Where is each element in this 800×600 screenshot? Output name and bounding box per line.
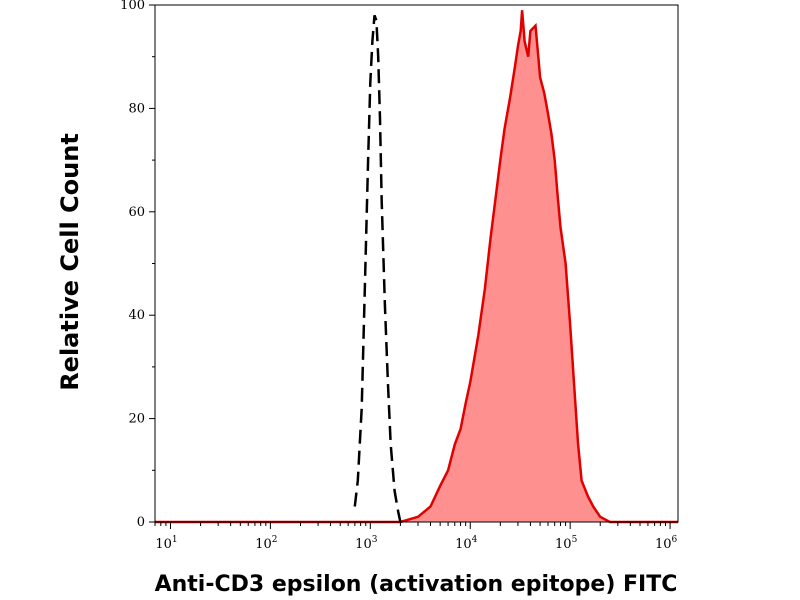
x-tick-label: 106 <box>655 535 678 552</box>
x-tick-label: 102 <box>255 535 277 552</box>
x-axis: 101 102 103 104 105 106 <box>154 522 678 552</box>
y-tick-label: 40 <box>128 308 145 323</box>
stained-series-line <box>155 10 678 524</box>
y-tick-label: 80 <box>128 101 145 116</box>
x-tick-label: 103 <box>355 535 378 552</box>
plot-frame <box>154 4 679 523</box>
x-tick-label: 101 <box>155 535 177 552</box>
y-axis-title: Relative Cell Count <box>56 133 84 391</box>
y-tick-label: 100 <box>120 0 145 13</box>
control-series-line <box>353 14 402 523</box>
x-tick-label: 104 <box>455 535 478 552</box>
plot-area <box>155 10 678 524</box>
x-axis-title: Anti-CD3 epsilon (activation epitope) FI… <box>155 572 678 597</box>
y-axis: 0 20 40 60 80 100 <box>120 0 155 530</box>
y-tick-label: 60 <box>128 205 145 220</box>
stained-series-fill <box>400 10 678 522</box>
x-tick-label: 105 <box>555 535 578 552</box>
y-tick-label: 20 <box>128 412 145 427</box>
y-tick-label: 0 <box>137 515 145 530</box>
